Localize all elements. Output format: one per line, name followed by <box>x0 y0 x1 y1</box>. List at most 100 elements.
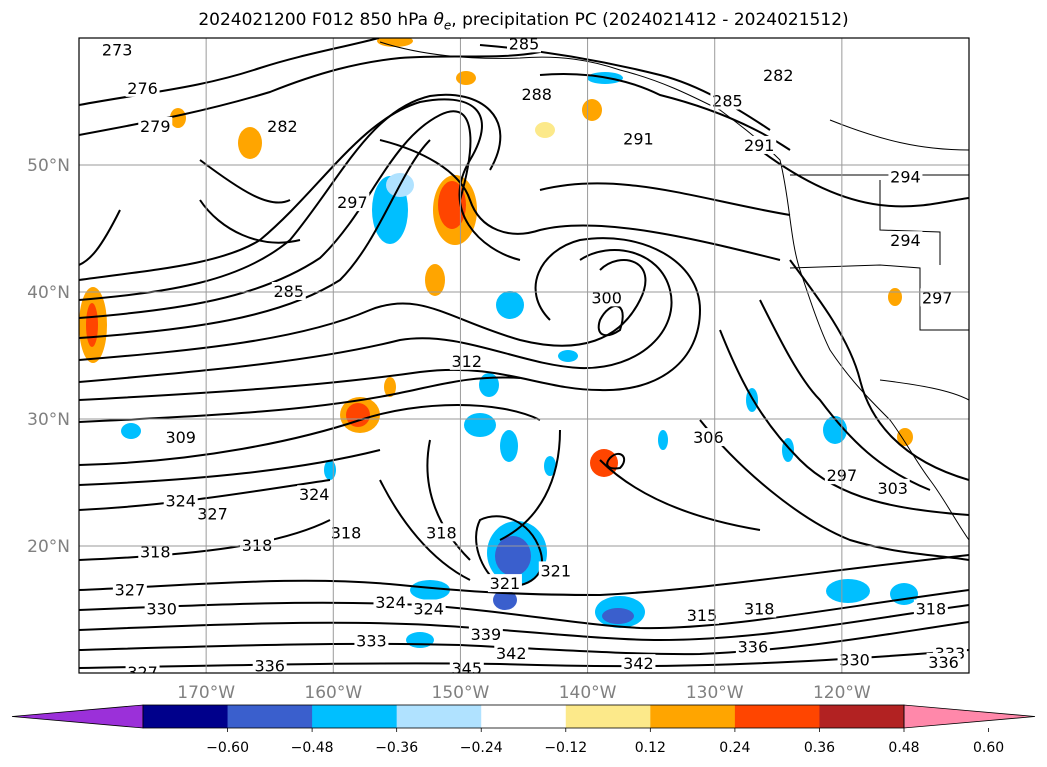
colorbar-tick-label: −0.24 <box>460 740 503 756</box>
x-axis-ticks: 170°W 160°W 150°W 140°W 130°W 120°W <box>177 683 871 703</box>
contour-label: 327 <box>197 504 228 523</box>
contour-label: 336 <box>928 653 959 672</box>
colorbar-tick-label: 0.24 <box>719 740 750 756</box>
contour-label-bg <box>913 599 948 618</box>
contour-label: 327 <box>115 580 146 599</box>
contour-label-bg <box>691 428 726 447</box>
contour-label: 327 <box>127 663 158 682</box>
contour-label: 315 <box>687 606 718 625</box>
contour-label-bg <box>112 580 147 599</box>
contour-label-bg <box>195 504 230 523</box>
contour-label-bg <box>507 38 541 53</box>
colorbar-swatch <box>312 705 398 728</box>
contour-label-bg <box>240 536 274 554</box>
colorbar-tick-label: −0.48 <box>291 740 334 756</box>
colorbar-tick-label: 0.36 <box>804 740 835 756</box>
y-axis-ticks: 20°N 30°N 40°N 50°N <box>27 156 70 557</box>
contour-label: 312 <box>452 352 483 371</box>
contour-label-bg <box>125 78 160 97</box>
contour-label-bg <box>373 593 408 612</box>
contour-label: 318 <box>916 600 947 619</box>
contour-label: 282 <box>267 117 298 136</box>
contour-label-bg <box>411 599 446 618</box>
contour-label: 294 <box>890 231 921 250</box>
contour-label: 303 <box>877 479 908 498</box>
chart-title: 2024021200 F012 850 hPa θe, precipitatio… <box>198 10 849 33</box>
contour-label-bg <box>538 561 573 580</box>
colorbar-tick-label: −0.60 <box>206 740 249 756</box>
colorbar-tick-label: 0.48 <box>888 740 919 756</box>
colorbar-extend-low <box>11 704 144 729</box>
contour-label-bg <box>875 478 910 497</box>
contour-label: 288 <box>521 85 552 104</box>
contour-label-bg <box>335 193 370 212</box>
contour-label: 273 <box>102 41 133 60</box>
contour-label: 324 <box>375 593 406 612</box>
contour-label-bg <box>888 167 923 186</box>
contour-label: 342 <box>496 644 527 663</box>
y-tick-label: 20°N <box>27 537 70 557</box>
map-frame <box>78 37 970 674</box>
contour-label-bg <box>888 231 923 250</box>
colorbar-swatch <box>227 705 313 728</box>
colorbar-swatch <box>734 705 820 728</box>
contour-label: 336 <box>738 638 769 657</box>
contour-label: 306 <box>693 428 724 447</box>
colorbar-tick-label: 0.12 <box>635 740 666 756</box>
colorbar-tick-label: −0.36 <box>375 740 418 756</box>
x-tick-label: 120°W <box>813 683 871 703</box>
contour-label-bg <box>621 654 656 673</box>
y-tick-label: 40°N <box>27 283 70 303</box>
contour-label: 279 <box>140 117 171 136</box>
contour-label-bg <box>449 659 484 673</box>
colorbar-swatch <box>481 705 567 728</box>
colorbar-swatch <box>650 705 736 728</box>
contour-label-bg <box>685 605 719 624</box>
contour-label: 330 <box>146 600 177 619</box>
contour-label-bg <box>125 663 160 673</box>
colorbar-swatch <box>565 705 651 728</box>
contour-label-bg <box>449 351 484 370</box>
contour-label: 309 <box>165 428 196 447</box>
contour-label-bg <box>742 599 777 618</box>
contour-label-bg <box>138 542 173 561</box>
contour-label: 282 <box>763 66 794 85</box>
contour-label: 285 <box>509 34 540 53</box>
coastlines <box>379 41 969 541</box>
x-tick-label: 140°W <box>559 683 617 703</box>
contour-label-bg <box>297 485 332 504</box>
map-area: 273 276 279 282 285 288 291 285 282 291 294 294 297 2… <box>79 34 969 682</box>
contour-label-bg <box>710 91 745 110</box>
contour-label: 324 <box>299 485 330 504</box>
contour-label: 300 <box>591 288 622 307</box>
contour-label-bg <box>144 599 179 618</box>
contour-label: 291 <box>623 130 654 149</box>
contour-label: 345 <box>452 659 483 678</box>
contour-label-bg <box>329 523 363 542</box>
contour-label: 333 <box>356 631 387 650</box>
contour-label: 324 <box>413 600 444 619</box>
contour-label-bg <box>761 66 796 85</box>
contour-label-bg <box>621 129 656 148</box>
grid-lines <box>79 38 969 673</box>
y-tick-label: 50°N <box>27 156 70 176</box>
contour-label: 339 <box>471 625 502 644</box>
contour-label-bg <box>138 116 173 135</box>
contour-label-bg <box>735 637 770 656</box>
contour-label-bg <box>920 288 955 307</box>
colorbar-ticks: −0.60 −0.48 −0.36 −0.24 −0.12 0.12 0.24 0.36 0.4… <box>206 728 1004 756</box>
contour-label-bg <box>100 40 135 59</box>
contour-label-bg <box>265 116 300 135</box>
colorbar-extend-high <box>903 704 1036 729</box>
contour-label: 276 <box>127 79 158 98</box>
contour-label: 330 <box>839 650 870 669</box>
contour-label-bg <box>926 652 961 671</box>
contour-label: 318 <box>744 600 775 619</box>
x-tick-label: 160°W <box>304 683 362 703</box>
contour-label: 294 <box>890 168 921 187</box>
contour-label-bg <box>424 523 459 542</box>
precip-shading <box>79 38 918 648</box>
contour-label-bg <box>354 631 389 650</box>
contour-label-bg <box>271 282 306 300</box>
